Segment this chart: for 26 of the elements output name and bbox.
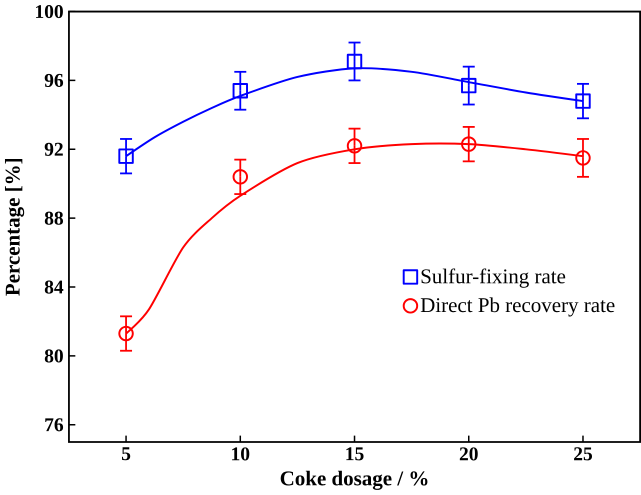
y-tick-label: 88: [44, 212, 64, 225]
x-tick-label: 5: [122, 447, 130, 460]
x-tick-label: 10: [232, 447, 250, 460]
point: [346, 138, 362, 154]
point: [575, 150, 591, 166]
x-tick-label: 20: [460, 447, 478, 460]
y-tick-label: 76: [45, 418, 64, 432]
y-tick-label: 84: [44, 280, 64, 294]
y-axis-title: Percentage [%]: [4, 159, 24, 296]
point: [461, 78, 476, 94]
y-tick-label: 96: [44, 74, 64, 88]
x-tick-label: 15: [346, 447, 364, 460]
x-axis-title: Coke dosage / %: [280, 470, 428, 490]
y-tick-label: 100: [36, 5, 63, 18]
legend-label: Direct Pb recovery rate: [420, 297, 614, 317]
point: [346, 54, 362, 70]
point: [461, 136, 476, 152]
x-tick-label: 25: [574, 447, 592, 460]
y-tick-label: 80: [44, 349, 63, 363]
y-tick-label: 92: [44, 142, 63, 156]
point: [575, 93, 591, 109]
point: [118, 326, 134, 342]
legend-label: Sulfur-fixing rate: [422, 268, 566, 288]
point: [232, 169, 248, 185]
point: [118, 148, 134, 164]
point: [232, 83, 248, 99]
